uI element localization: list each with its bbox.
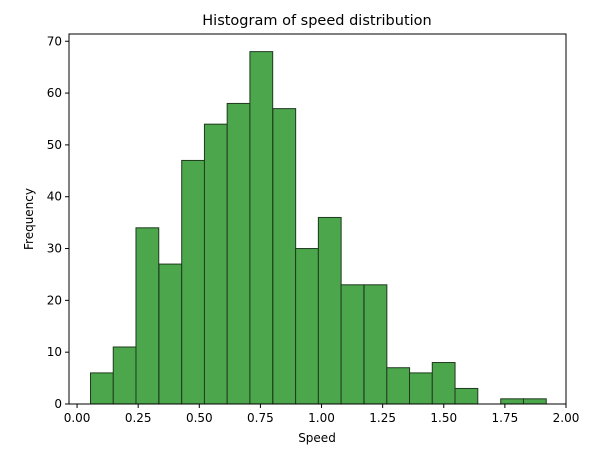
histogram-bar bbox=[135, 227, 160, 405]
y-tick-label: 10 bbox=[47, 345, 62, 359]
histogram-bar bbox=[454, 387, 479, 405]
histogram-bar bbox=[500, 398, 525, 405]
y-tick-label: 50 bbox=[47, 138, 62, 152]
y-tick-label: 20 bbox=[47, 293, 62, 307]
bars-group bbox=[90, 51, 547, 405]
histogram-bar bbox=[158, 263, 183, 405]
histogram-bar bbox=[386, 367, 411, 405]
histogram-bar bbox=[181, 159, 205, 405]
x-axis-ticks: 0.00 0.25 0.50 0.75 1.00 1.25 1.50 1.75 2.00 bbox=[64, 404, 580, 425]
histogram-bar bbox=[409, 372, 433, 405]
y-tick-label: 0 bbox=[54, 397, 62, 411]
x-axis-label: Speed bbox=[298, 431, 336, 445]
histogram-bar bbox=[522, 398, 547, 405]
histogram-bar bbox=[317, 216, 342, 405]
x-tick-label: 0.00 bbox=[64, 411, 91, 425]
y-axis-label: Frequency bbox=[22, 188, 36, 250]
histogram-bar bbox=[272, 108, 297, 405]
x-tick-label: 0.50 bbox=[186, 411, 213, 425]
y-tick-label: 40 bbox=[47, 190, 62, 204]
x-tick-label: 2.00 bbox=[553, 411, 580, 425]
histogram-bar bbox=[431, 362, 456, 405]
histogram-bar bbox=[295, 248, 319, 405]
x-tick-label: 1.25 bbox=[369, 411, 396, 425]
histogram-bar bbox=[112, 346, 137, 405]
plot-area-frame bbox=[68, 33, 567, 405]
y-tick-label: 70 bbox=[47, 34, 62, 48]
histogram-bar bbox=[249, 51, 274, 405]
x-tick-label: 0.75 bbox=[247, 411, 274, 425]
x-tick-label: 1.75 bbox=[492, 411, 519, 425]
chart-title: Histogram of speed distribution bbox=[202, 13, 431, 29]
y-tick-label: 30 bbox=[47, 242, 62, 256]
x-tick-label: 1.50 bbox=[430, 411, 457, 425]
histogram-bar bbox=[340, 284, 365, 405]
histogram-bar bbox=[363, 284, 388, 405]
x-tick-label: 0.25 bbox=[125, 411, 152, 425]
x-tick-label: 1.00 bbox=[308, 411, 335, 425]
histogram-bar bbox=[226, 102, 251, 405]
y-tick-label: 60 bbox=[47, 86, 62, 100]
y-axis-ticks: 0 10 20 30 40 50 60 70 bbox=[47, 34, 69, 411]
histogram-bar bbox=[203, 123, 228, 405]
histogram-bar bbox=[90, 372, 114, 405]
